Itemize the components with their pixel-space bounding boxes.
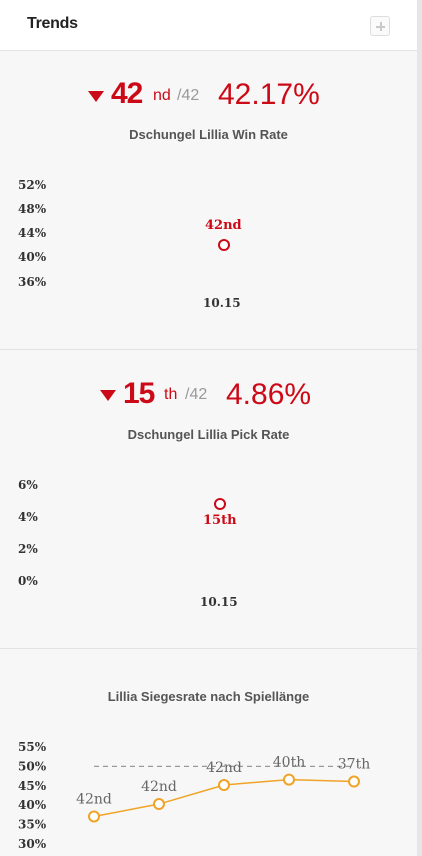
x-tick-patch: 10.15	[203, 296, 241, 310]
ytick: 50%	[18, 759, 47, 773]
ytick: 40%	[18, 250, 47, 264]
ytick: 35%	[18, 818, 47, 832]
pick-rate-rank: 15	[123, 377, 155, 410]
win-rate-value: 42.17%	[218, 78, 320, 111]
ytick: 48%	[18, 202, 47, 216]
ytick: 30%	[18, 837, 47, 851]
pick-rate-rank-total: /42	[185, 386, 208, 403]
win-rate-rank-suffix: nd	[153, 87, 171, 104]
ytick: 44%	[18, 226, 47, 240]
data-label: 40th	[273, 755, 305, 771]
game-length-title: Lillia Siegesrate nach Spiellänge	[107, 689, 310, 704]
data-label: 42nd	[76, 791, 112, 807]
pick-rate-rank-suffix: th	[164, 386, 178, 403]
data-label: 37th	[338, 757, 370, 773]
section-divider	[0, 648, 417, 649]
ytick: 6%	[18, 478, 38, 492]
win-rate-rank: 42	[111, 77, 143, 110]
panel-title: Trends	[27, 15, 78, 32]
ytick: 52%	[18, 178, 47, 192]
data-point[interactable]	[348, 775, 360, 788]
ytick: 36%	[18, 275, 47, 289]
ytick: 45%	[18, 779, 47, 793]
pick-rate-section: 15 th /42 4.86% Dschungel Lillia Pick Ra…	[0, 350, 417, 648]
win-rate-section: 42 nd /42 42.17% Dschungel Lillia Win Ra…	[0, 51, 417, 349]
pick-rate-value: 4.86%	[226, 378, 312, 411]
data-point[interactable]	[218, 239, 230, 251]
data-point[interactable]	[153, 798, 165, 811]
ytick: 55%	[18, 740, 47, 754]
ytick: 0%	[18, 574, 38, 588]
data-point[interactable]	[218, 779, 230, 792]
data-label: 15th	[203, 513, 237, 528]
add-button[interactable]	[370, 16, 390, 36]
data-label: 42nd	[205, 218, 242, 233]
game-length-section: Lillia Siegesrate nach Spiellänge 55% 50%…	[0, 649, 417, 856]
section-divider	[0, 349, 417, 350]
x-tick-patch: 10.15	[200, 595, 238, 609]
scrollbar[interactable]	[417, 0, 422, 856]
pick-rate-title: Dschungel Lillia Pick Rate	[127, 427, 290, 442]
down-arrow-icon	[88, 91, 104, 102]
game-length-chart: 55% 50% 45% 40% 35% 30% 42nd 42nd 42nd 40th 37th	[18, 740, 370, 851]
panel-header: Trends	[0, 0, 417, 51]
ytick: 2%	[18, 542, 38, 556]
win-rate-rank-total: /42	[177, 87, 200, 104]
data-label: 42nd	[206, 760, 242, 776]
data-point[interactable]	[283, 773, 295, 786]
data-point[interactable]	[214, 498, 226, 510]
ytick: 40%	[18, 798, 47, 812]
down-arrow-icon	[100, 390, 116, 401]
data-point[interactable]	[88, 810, 100, 823]
data-label: 42nd	[141, 779, 177, 795]
ytick: 4%	[18, 510, 38, 524]
win-rate-title: Dschungel Lillia Win Rate	[129, 127, 288, 142]
